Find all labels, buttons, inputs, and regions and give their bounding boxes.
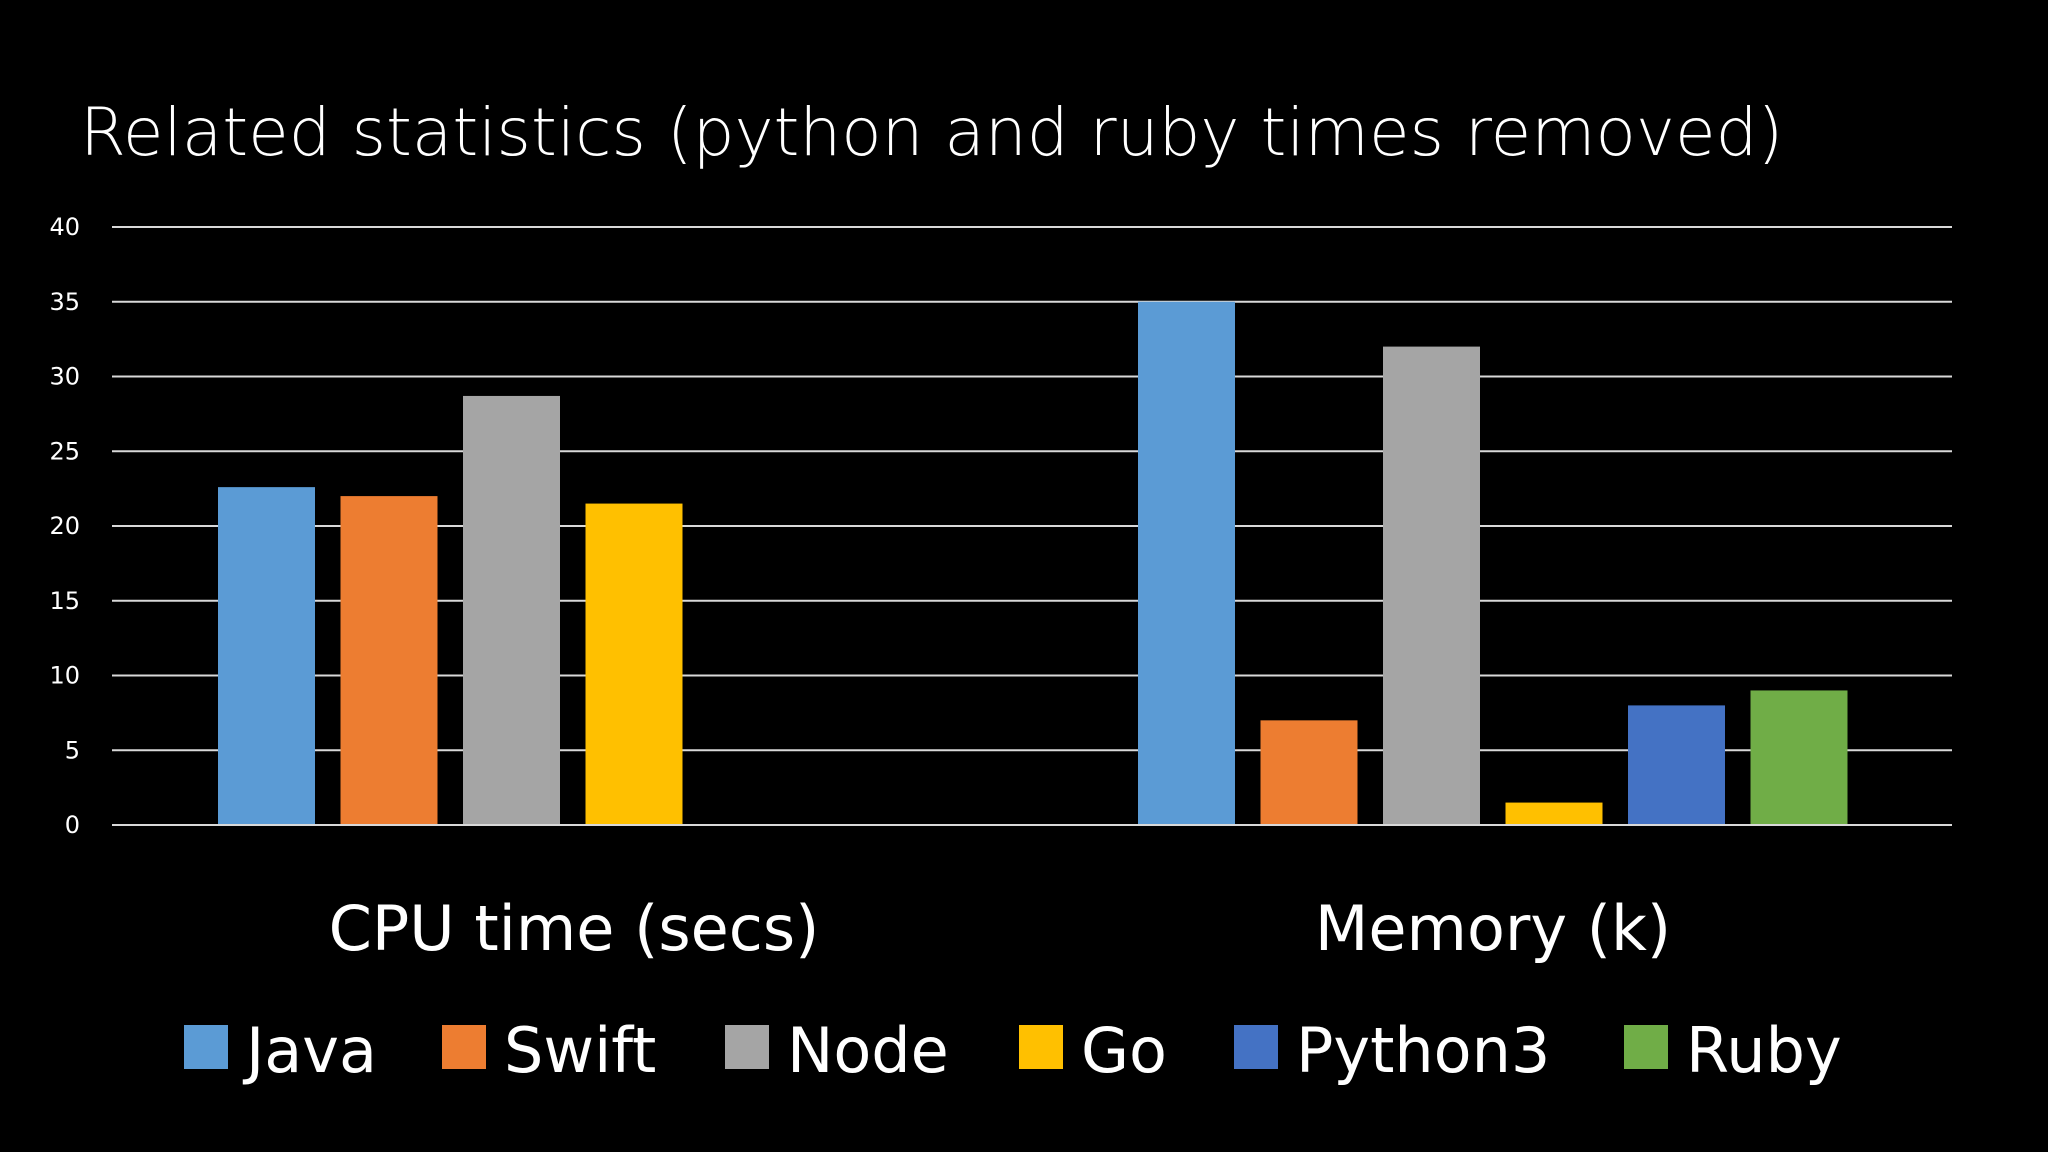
y-tick-label: 10 — [49, 662, 80, 690]
legend-label-go: Go — [1081, 1014, 1167, 1087]
legend-label-python3: Python3 — [1296, 1014, 1550, 1087]
category-label: CPU time (secs) — [329, 892, 820, 965]
legend-swatch-python3 — [1234, 1025, 1278, 1069]
y-tick-label: 30 — [49, 363, 80, 391]
y-tick-label: 25 — [49, 437, 80, 465]
category-label: Memory (k) — [1315, 892, 1671, 965]
bar-python3-memory — [1628, 705, 1725, 825]
y-tick-label: 20 — [49, 512, 80, 540]
bar-node-memory — [1383, 346, 1480, 825]
legend-swatch-go — [1019, 1025, 1063, 1069]
legend-swatch-ruby — [1624, 1025, 1668, 1069]
legend-swatch-swift — [442, 1025, 486, 1069]
bar-go-memory — [1505, 802, 1603, 825]
bar-node-cpu — [463, 395, 560, 825]
bar-go-cpu — [585, 503, 683, 825]
legend-label-ruby: Ruby — [1686, 1014, 1842, 1087]
y-tick-label: 35 — [49, 288, 80, 316]
y-tick-label: 5 — [65, 736, 80, 764]
bar-java-cpu — [218, 487, 315, 825]
y-tick-label: 40 — [49, 213, 80, 241]
bar-swift-memory — [1260, 720, 1358, 825]
legend-swatch-node — [725, 1025, 769, 1069]
category-labels: CPU time (secs) Memory (k) — [329, 892, 1671, 965]
bar-java-memory — [1138, 301, 1235, 825]
legend-label-node: Node — [787, 1014, 949, 1087]
legend-label-swift: Swift — [504, 1014, 656, 1087]
chart-title: Related statistics (python and ruby time… — [80, 94, 1784, 171]
y-tick-label: 0 — [65, 811, 80, 839]
legend: Java Swift Node Go Python3 Ruby — [184, 1014, 1842, 1087]
bar-ruby-memory — [1750, 690, 1848, 825]
bar-swift-cpu — [340, 496, 438, 825]
bars — [218, 301, 1848, 825]
legend-swatch-java — [184, 1025, 228, 1069]
y-tick-label: 15 — [49, 587, 80, 615]
y-axis-ticks: 0 5 10 15 20 25 30 35 40 — [49, 213, 80, 839]
legend-label-java: Java — [242, 1014, 377, 1087]
